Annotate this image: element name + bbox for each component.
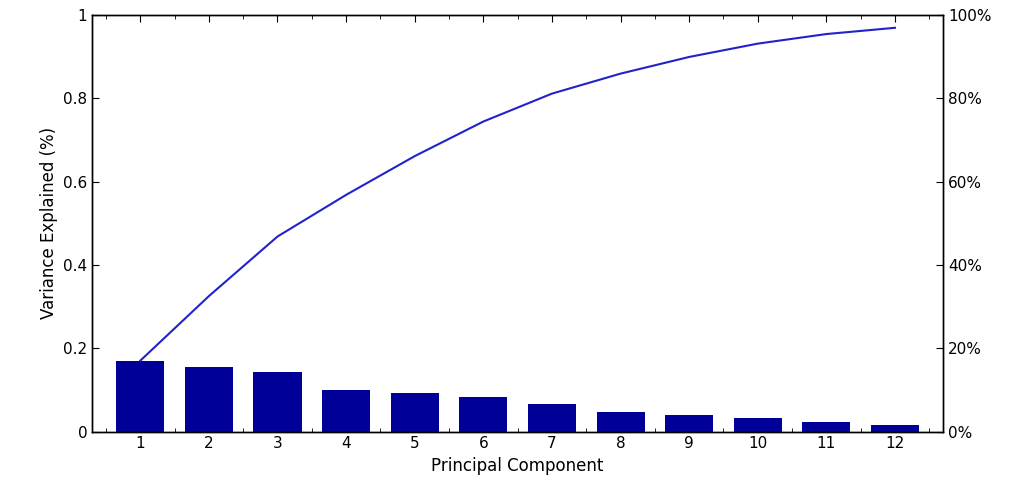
Bar [734,418,782,432]
Bar [322,390,370,432]
Bar [391,393,439,432]
Bar [803,422,851,432]
Y-axis label: Variance Explained (%): Variance Explained (%) [40,127,57,319]
Bar [459,397,507,432]
Bar [184,367,233,432]
Bar [116,361,164,432]
Bar [597,412,645,432]
Bar [665,415,713,432]
Bar [871,425,919,432]
Bar [528,404,576,432]
Bar [253,372,301,432]
X-axis label: Principal Component: Principal Component [432,457,604,475]
